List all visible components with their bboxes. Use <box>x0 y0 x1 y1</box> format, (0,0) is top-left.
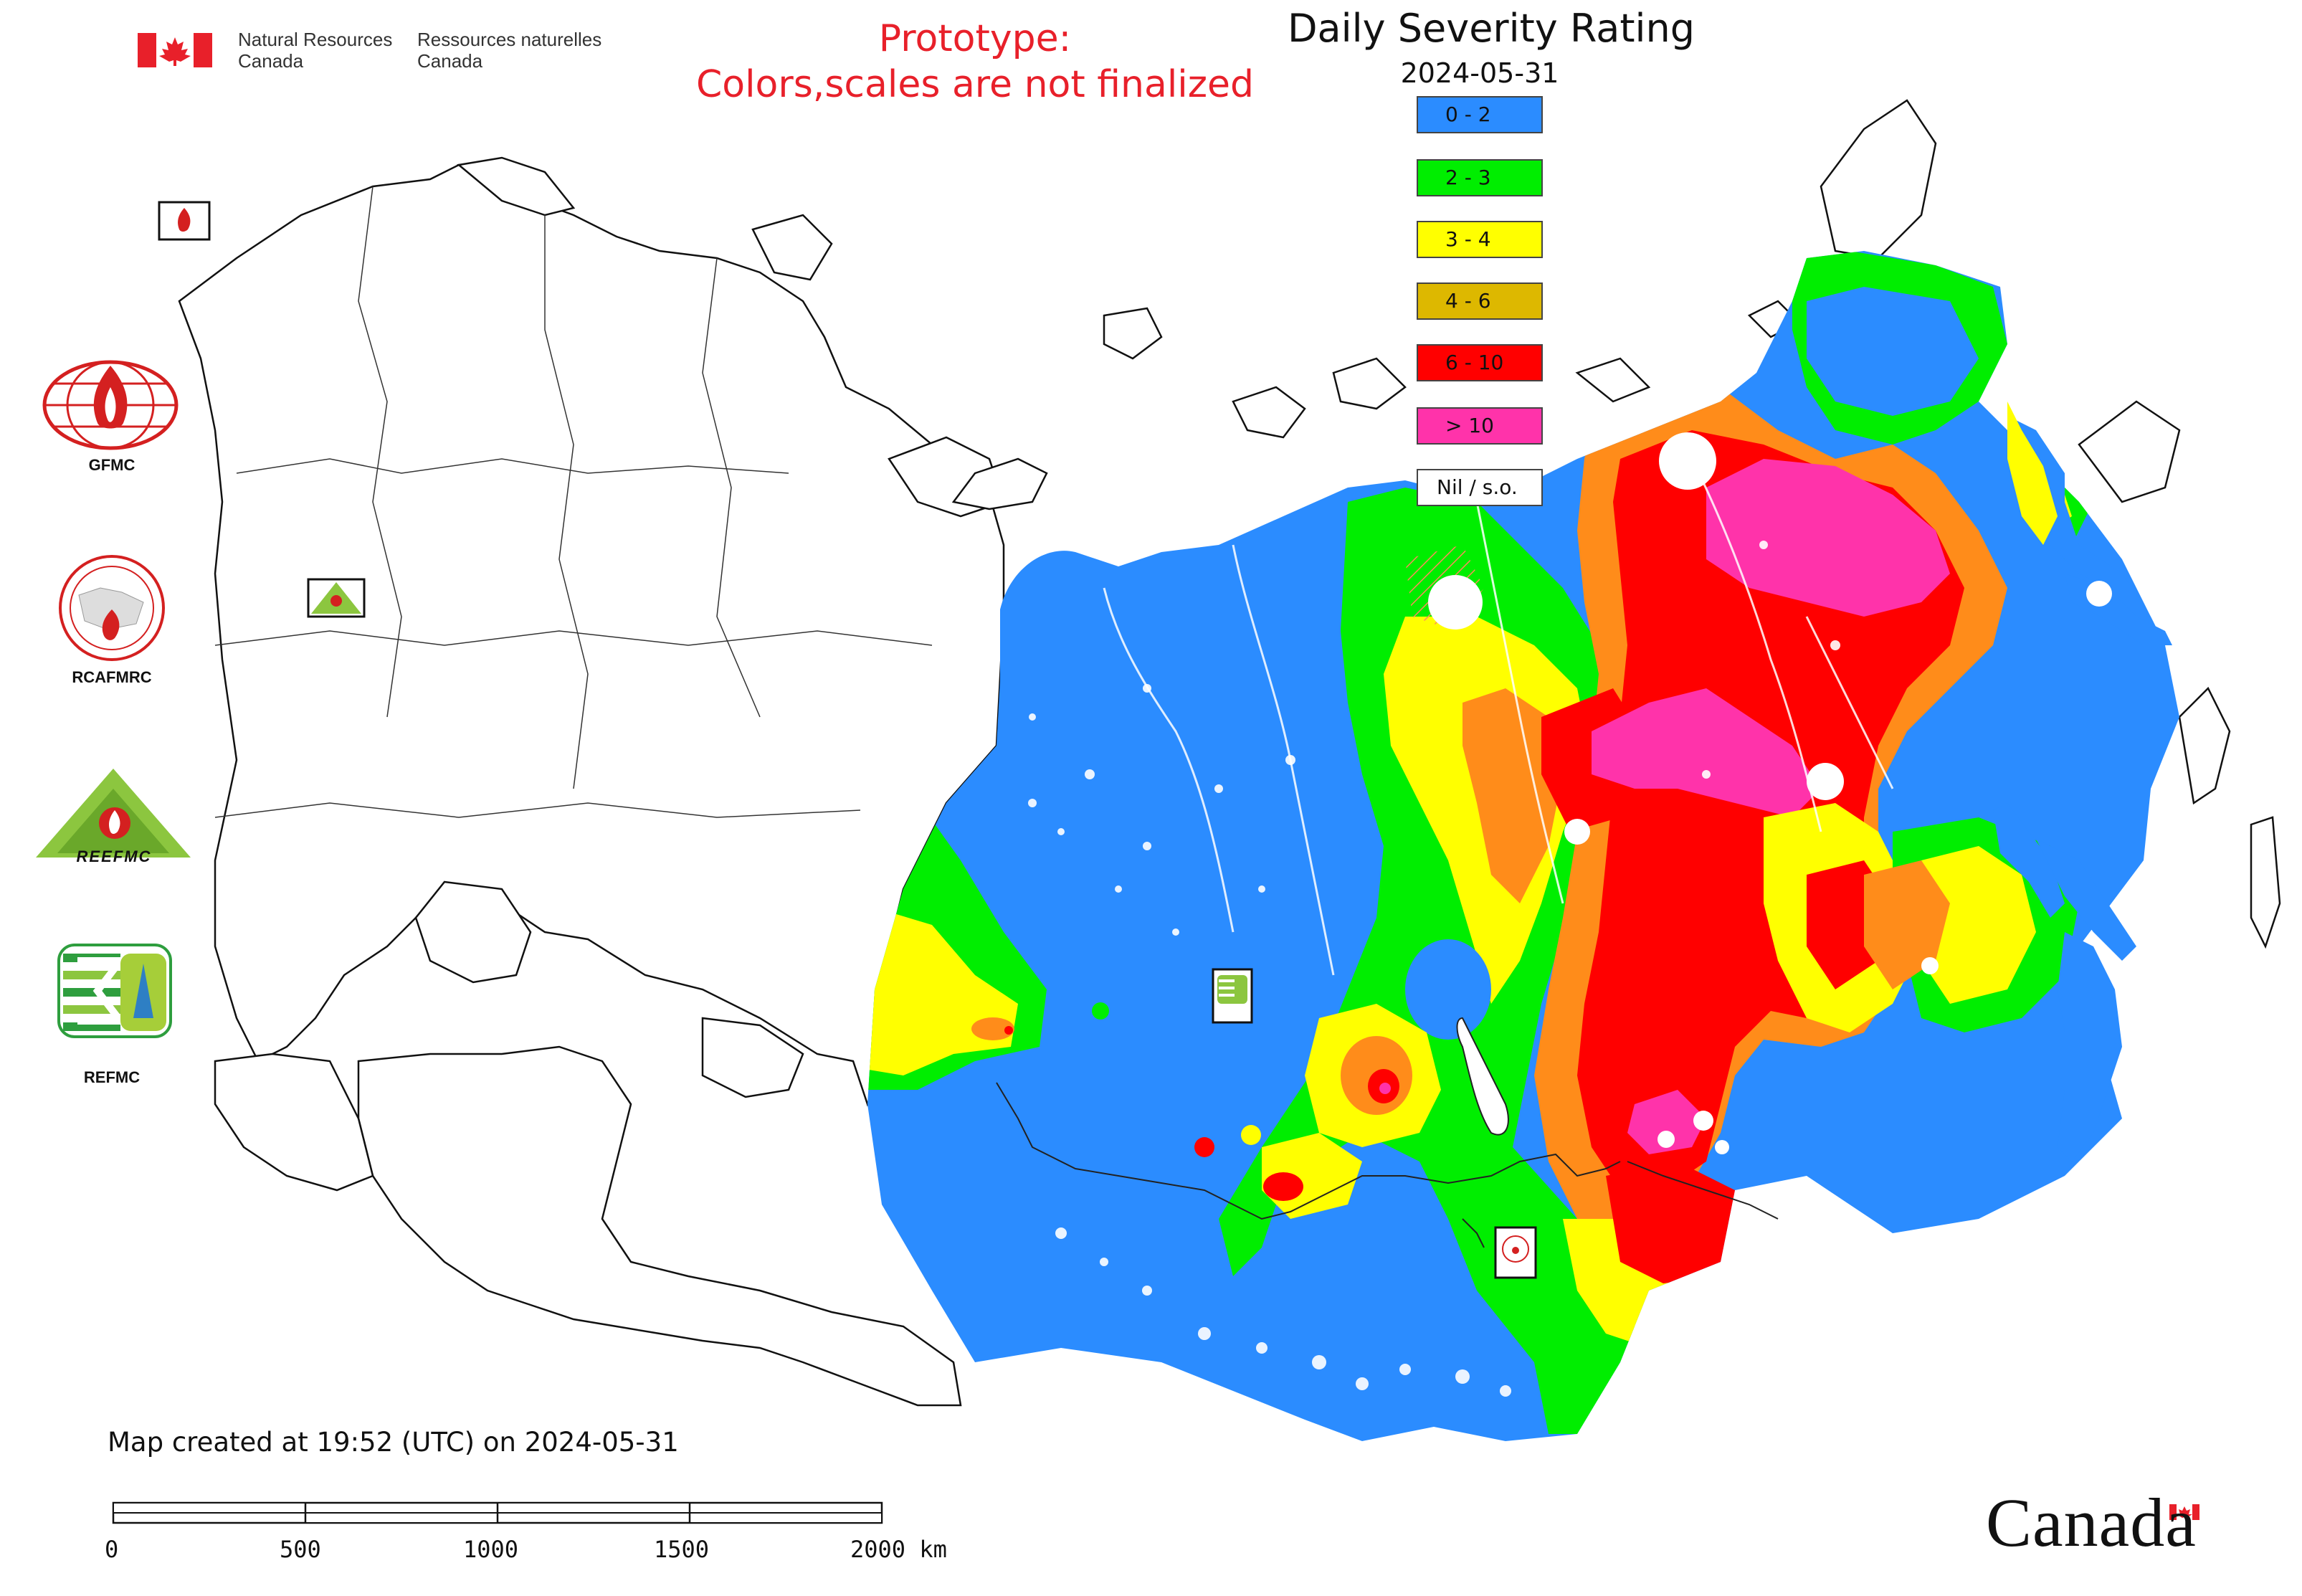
canada-flag-icon <box>138 33 212 67</box>
legend-item: > 10 <box>1417 407 1543 445</box>
canada-wordmark-flag-icon <box>2169 1504 2199 1520</box>
org-label-rcafmrc: RCAFMRC <box>72 668 152 686</box>
scale-label-500: 500 <box>280 1536 321 1563</box>
rcafmrc-marker-icon <box>1494 1226 1537 1279</box>
map-title: Daily Severity Rating <box>1287 6 1695 51</box>
eastern-islands <box>1993 402 2172 1162</box>
org-label-reefmc-logo: REEFMC <box>76 847 152 865</box>
scale-bar <box>112 1501 883 1524</box>
legend-item: 3 - 4 <box>1417 221 1543 258</box>
org-label-refmc: REFMC <box>83 1068 141 1086</box>
prototype-line1: Prototype: <box>878 17 1072 60</box>
gfmc-marker-icon <box>158 201 211 241</box>
agency-name-en-line1: Natural Resources <box>238 29 393 50</box>
canada-wordmark: Canada <box>1986 1484 2197 1561</box>
legend-item: 6 - 10 <box>1417 344 1543 381</box>
gfmc-logo-icon <box>42 360 179 450</box>
scale-label-2000: 2000 km <box>850 1536 947 1563</box>
prototype-notice: Prototype: Colors,scales are not finaliz… <box>645 16 1305 108</box>
rcafmrc-logo-icon <box>59 555 165 661</box>
org-label-gfmc: GFMC <box>88 456 135 474</box>
prototype-line2: Colors,scales are not finalized <box>695 63 1255 106</box>
admin-borders <box>214 186 933 818</box>
rivers <box>1103 458 1894 976</box>
refmc-marker-icon <box>1212 968 1253 1024</box>
scale-label-1000: 1000 <box>463 1536 519 1563</box>
agency-name-en-line2: Canada <box>238 50 304 72</box>
agency-name-fr-line1: Ressources naturelles <box>417 29 602 50</box>
agency-name-fr: Ressources naturelles Canada <box>417 29 601 72</box>
domain-borders <box>996 1082 1779 1248</box>
reefmc-logo-icon <box>36 769 191 858</box>
refmc-logo-icon <box>57 944 172 1038</box>
lake-baikal <box>1456 1017 1509 1136</box>
arctic-islands <box>951 99 2281 949</box>
agency-name-fr-line2: Canada <box>417 50 483 72</box>
legend-item: 2 - 3 <box>1417 159 1543 196</box>
agency-name-en: Natural Resources Canada <box>238 29 392 72</box>
reefmc-marker-icon <box>307 578 366 618</box>
scale-label-1500: 1500 <box>654 1536 710 1563</box>
scale-label-0: 0 <box>105 1536 119 1563</box>
map-date: 2024-05-31 <box>1400 57 1559 89</box>
legend-item: 0 - 2 <box>1417 96 1543 133</box>
legend-item: 4 - 6 <box>1417 282 1543 320</box>
legend-item: Nil / s.o. <box>1417 469 1543 506</box>
map-created-text: Map created at 19:52 (UTC) on 2024-05-31 <box>108 1427 679 1458</box>
